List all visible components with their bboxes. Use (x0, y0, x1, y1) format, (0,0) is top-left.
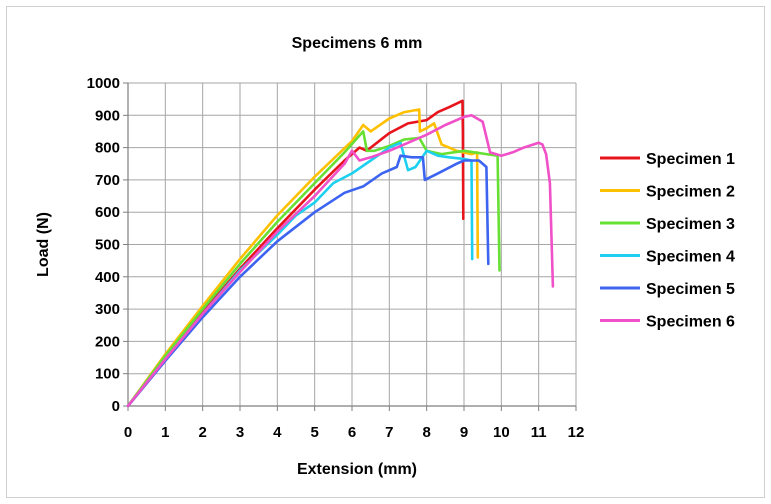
series-line-2 (126, 108, 480, 408)
legend-label-3: Specimen 3 (646, 216, 735, 233)
y-tick-label: 500 (95, 237, 120, 254)
legend-label-4: Specimen 4 (646, 249, 735, 266)
legend-label-5: Specimen 5 (646, 281, 735, 298)
y-tick-label: 1000 (87, 75, 120, 92)
legend: Specimen 1 Specimen 2 Specimen 3 Specimen 4… (600, 151, 735, 331)
y-tick-labels: 0 100 200 300 400 500 600 700 800 900 1000 (87, 75, 120, 415)
x-tick-label: 0 (124, 424, 132, 441)
x-tick-label: 7 (385, 424, 393, 441)
chart-frame (6, 6, 765, 498)
y-tick-label: 300 (95, 301, 120, 318)
x-tick-labels: 0 1 2 3 4 5 6 7 8 9 10 11 12 (124, 424, 585, 441)
y-tick-label: 400 (95, 269, 120, 286)
y-tick-label: 0 (112, 398, 120, 415)
x-tick-label: 12 (568, 424, 585, 441)
legend-label-1: Specimen 1 (646, 151, 735, 168)
y-tick-label: 200 (95, 333, 120, 350)
x-tick-label: 4 (273, 424, 282, 441)
x-tick-label: 2 (198, 424, 206, 441)
series-line-5 (126, 154, 490, 408)
y-tick-label: 600 (95, 204, 120, 221)
series-line-6 (126, 114, 555, 408)
axes (123, 82, 577, 411)
y-tick-label: 900 (95, 107, 120, 124)
y-tick-label: 800 (95, 140, 120, 157)
y-tick-label: 100 (95, 366, 120, 383)
series-lines (126, 99, 555, 408)
x-tick-label: 1 (161, 424, 169, 441)
x-tick-label: 5 (310, 424, 318, 441)
series-line-1 (126, 99, 465, 408)
chart-title: Specimens 6 mm (292, 35, 423, 52)
x-tick-label: 9 (460, 424, 468, 441)
series-line-4 (126, 141, 474, 408)
series-line-3 (126, 130, 501, 408)
y-tick-label: 700 (95, 172, 120, 189)
legend-label-6: Specimen 6 (646, 314, 735, 331)
y-axis-label: Load (N) (35, 212, 52, 277)
legend-label-2: Specimen 2 (646, 184, 735, 201)
gridlines (127, 82, 577, 407)
x-tick-label: 10 (493, 424, 510, 441)
x-tick-label: 11 (531, 424, 547, 441)
x-tick-label: 3 (236, 424, 244, 441)
x-tick-label: 6 (348, 424, 356, 441)
x-axis-label: Extension (mm) (297, 461, 417, 478)
x-tick-label: 8 (422, 424, 430, 441)
